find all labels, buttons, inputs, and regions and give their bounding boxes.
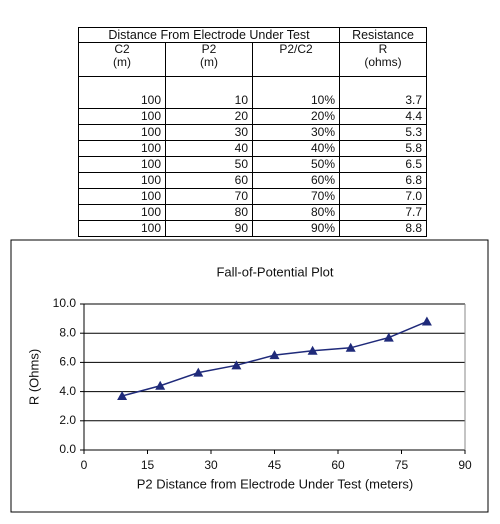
column-header-line: P2 <box>201 42 217 56</box>
table-cell: 70 <box>165 188 253 205</box>
x-tick-label: 30 <box>204 458 218 472</box>
column-header: P2/C2 <box>252 42 340 77</box>
y-axis-label: R (Ohms) <box>26 349 41 405</box>
y-tick-label: 8.0 <box>59 325 76 339</box>
column-header-line: P2/C2 <box>279 42 313 56</box>
table-cell: 8.8 <box>339 220 427 237</box>
table-cell: 6.5 <box>339 156 427 173</box>
table-cell: 5.8 <box>339 140 427 157</box>
data-table: Distance From Electrode Under Test Resis… <box>78 27 427 237</box>
table-row: 100 60 60% 6.8 <box>78 172 427 189</box>
table-cell: 100 <box>78 204 166 221</box>
data-point <box>421 316 432 326</box>
table-cell: 10% <box>252 93 340 109</box>
table-row: 100 40 40% 5.8 <box>78 140 427 157</box>
table-row: 100 10 10% 3.7 <box>78 93 427 109</box>
x-tick-label: 90 <box>458 458 472 472</box>
x-tick-label: 75 <box>395 458 409 472</box>
table-cell: 90 <box>165 220 253 237</box>
x-axis-label: P2 Distance from Electrode Under Test (m… <box>137 476 413 491</box>
table-row: 100 90 90% 8.8 <box>78 220 427 237</box>
column-header-line: R <box>378 42 388 56</box>
table-cell: 3.7 <box>339 93 427 109</box>
table-cell: 100 <box>78 140 166 157</box>
x-tick-label: 15 <box>141 458 155 472</box>
table-cell: 80% <box>252 204 340 221</box>
chart-title: Fall-of-Potential Plot <box>216 264 333 279</box>
table-cell: 100 <box>78 172 166 189</box>
y-tick-label: 0.0 <box>59 442 76 456</box>
column-header: P2 (m) <box>165 42 253 77</box>
spacer-row <box>78 76 427 93</box>
table-cell: 100 <box>78 188 166 205</box>
column-header-row: C2 (m) P2 (m) P2/C2 R (ohms) <box>78 42 427 77</box>
table-cell: 7.0 <box>339 188 427 205</box>
table-row: 100 80 80% 7.7 <box>78 204 427 221</box>
y-tick-label: 2.0 <box>59 413 76 427</box>
data-point <box>193 367 204 377</box>
column-header-line: C2 <box>114 42 130 56</box>
data-point <box>383 332 394 342</box>
group-header: Distance From Electrode Under Test <box>78 27 340 43</box>
table-row: 100 70 70% 7.0 <box>78 188 427 205</box>
y-tick-label: 10.0 <box>53 296 77 310</box>
table-cell: 100 <box>78 124 166 141</box>
table-row: 100 20 20% 4.4 <box>78 108 427 125</box>
table-cell: 6.8 <box>339 172 427 189</box>
column-header-line: (ohms) <box>364 55 402 69</box>
table-cell: 100 <box>78 108 166 125</box>
table-cell: 5.3 <box>339 124 427 141</box>
table-cell: 40% <box>252 140 340 157</box>
x-tick-label: 60 <box>331 458 345 472</box>
y-tick-label: 4.0 <box>59 384 76 398</box>
column-header-line: (m) <box>200 55 218 69</box>
data-point <box>345 342 356 352</box>
table-row: 100 50 50% 6.5 <box>78 156 427 173</box>
x-tick-label: 0 <box>81 458 88 472</box>
table-cell: 60 <box>165 172 253 189</box>
y-tick-label: 6.0 <box>59 355 76 369</box>
table-cell: 100 <box>78 156 166 173</box>
table-cell: 20 <box>165 108 253 125</box>
table-cell: 100 <box>78 93 166 109</box>
data-point <box>155 380 166 390</box>
column-header: R (ohms) <box>339 42 427 77</box>
data-point <box>117 390 128 400</box>
table-cell: 100 <box>78 220 166 237</box>
column-header: C2 (m) <box>78 42 166 77</box>
table-row: 100 30 30% 5.3 <box>78 124 427 141</box>
data-point <box>231 360 242 370</box>
table-cell: 40 <box>165 140 253 157</box>
column-header-line: (m) <box>113 55 131 69</box>
resistance-header: Resistance <box>339 27 427 43</box>
x-tick-label: 45 <box>268 458 282 472</box>
data-point <box>307 345 318 355</box>
table-cell: 7.7 <box>339 204 427 221</box>
table-cell: 30% <box>252 124 340 141</box>
table-cell: 90% <box>252 220 340 237</box>
table-header-row: Distance From Electrode Under Test Resis… <box>78 27 427 43</box>
data-point <box>269 350 280 360</box>
table-cell: 4.4 <box>339 108 427 125</box>
table-cell: 70% <box>252 188 340 205</box>
chart-frame <box>10 239 489 513</box>
table-cell: 50 <box>165 156 253 173</box>
